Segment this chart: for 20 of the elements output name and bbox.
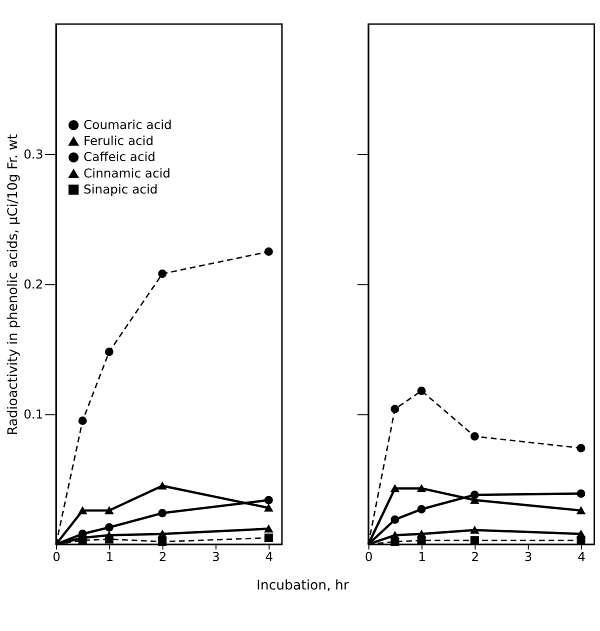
x-tick-label: 3 — [524, 550, 532, 564]
legend-label: Cinnamic acid — [84, 166, 170, 180]
legend-label: Sinapic acid — [84, 182, 158, 197]
x-tick-label: 0 — [364, 550, 373, 564]
x-tick-label: 4 — [265, 550, 274, 564]
y-tick-label: 0.2 — [24, 277, 44, 292]
x-tick-label: 2 — [471, 550, 480, 564]
legend-label: Coumaric acid — [84, 118, 172, 132]
legend-label: Ferulic acid — [84, 134, 154, 148]
x-tick-label: 0 — [52, 550, 61, 564]
legend-label: Caffeic acid — [84, 150, 156, 164]
x-tick-label: 4 — [578, 550, 586, 564]
x-axis-title: Incubation, hr — [256, 578, 350, 594]
x-tick-label: 1 — [106, 550, 114, 564]
y-axis-title: Radioactivity in phenolic acids, μCi/10g Fr. wt — [6, 134, 21, 436]
x-tick-label: 3 — [212, 550, 220, 564]
x-tick-label: 1 — [418, 550, 426, 564]
x-tick-label: 2 — [158, 550, 167, 564]
y-tick-label: 0.3 — [24, 147, 44, 162]
y-tick-label: 0.1 — [24, 408, 44, 422]
